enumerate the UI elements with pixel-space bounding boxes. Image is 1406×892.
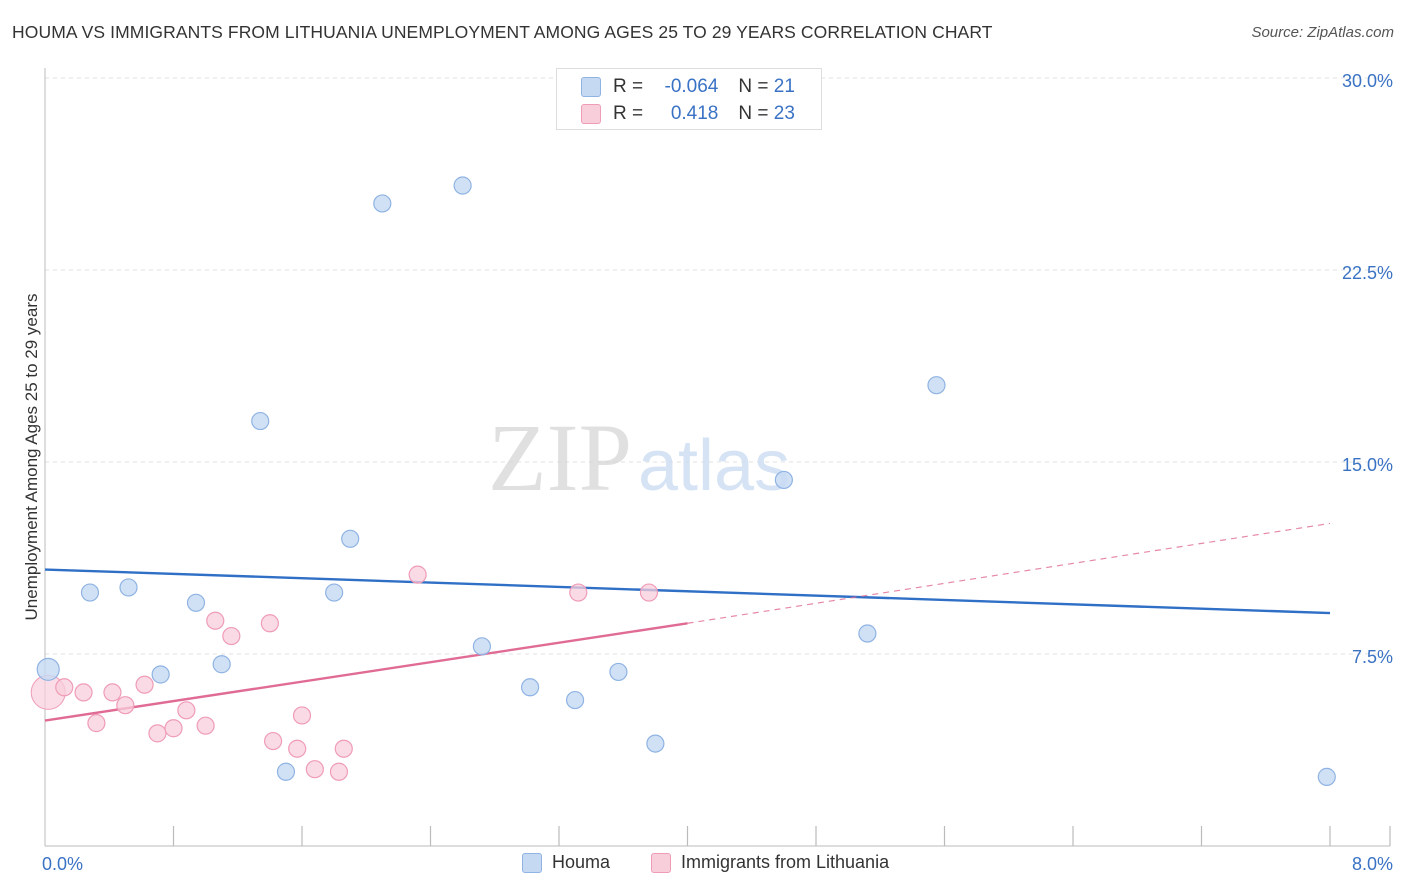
lithuania-point <box>329 762 349 781</box>
lithuania-r-value: 0.418 <box>670 103 719 124</box>
lithuania-point <box>87 714 106 733</box>
lithuania-n-value: 23 <box>773 103 795 124</box>
houma-point <box>609 662 628 682</box>
houma-point <box>858 624 877 643</box>
lithuania-point <box>196 716 215 735</box>
y-tick-label: 22.5% <box>1342 263 1393 283</box>
houma-point <box>119 578 138 597</box>
lithuania-point <box>263 731 283 751</box>
y-tick-label: 15.0% <box>1342 455 1393 475</box>
lithuania-point <box>164 719 183 738</box>
legend-label-lithuania: Immigrants from Lithuania <box>681 852 890 872</box>
y-tick-label: 30.0% <box>1342 71 1393 91</box>
y-tick-label: 7.5% <box>1352 647 1393 667</box>
lithuania-point <box>74 683 93 702</box>
lithuania-point <box>639 583 659 602</box>
lithuania-point <box>103 683 122 702</box>
lithuania-point <box>569 583 588 602</box>
watermark-zip: ZIP <box>488 404 632 511</box>
houma-swatch <box>581 77 601 97</box>
houma-point <box>276 762 296 781</box>
stats-text-lithuania: R = 0.418 N = 23 <box>613 103 795 124</box>
houma-point <box>186 593 206 612</box>
houma-point <box>1317 767 1336 786</box>
lithuania-point <box>408 565 427 584</box>
lithuania-swatch <box>581 104 601 124</box>
houma-point <box>151 665 170 684</box>
houma-point <box>453 176 472 195</box>
lithuania-point <box>288 739 307 758</box>
lithuania-point <box>292 706 312 725</box>
stats-text-houma: R = -0.064 N = 21 <box>613 76 795 97</box>
houma-point <box>520 678 540 697</box>
lithuania-point <box>334 739 353 758</box>
lithuania-point <box>260 614 279 633</box>
houma-point <box>212 655 231 674</box>
legend: Houma Immigrants from Lithuania <box>0 852 1406 878</box>
chart-title: HOUMA VS IMMIGRANTS FROM LITHUANIA UNEMP… <box>12 22 993 42</box>
lithuania-point <box>305 760 324 779</box>
lithuania-point <box>55 678 74 697</box>
houma-point <box>373 194 392 213</box>
houma-point <box>927 376 946 395</box>
lithuania-trend-line <box>44 622 688 722</box>
legend-swatch-houma <box>522 852 542 873</box>
watermark-atlas: atlas <box>638 426 790 506</box>
lithuania-point <box>222 626 241 646</box>
x-tick-label: 0.0% <box>42 854 83 874</box>
houma-point <box>646 734 665 753</box>
houma-point <box>565 690 585 710</box>
source-label: Source: ZipAtlas.com <box>1251 24 1394 41</box>
lithuania-point <box>177 701 196 720</box>
legend-label-houma: Houma <box>552 852 611 872</box>
legend-item-lithuania[interactable]: Immigrants from Lithuania <box>651 852 889 873</box>
houma-r-value: -0.064 <box>664 76 719 97</box>
stats-box: R = -0.064 N = 21 R = 0.418 N = 23 <box>556 68 822 130</box>
houma-point <box>774 470 793 490</box>
y-axis-label: Unemployment Among Ages 25 to 29 years <box>22 294 41 621</box>
houma-point <box>325 583 344 602</box>
legend-item-houma[interactable]: Houma <box>522 852 610 873</box>
lithuania-point <box>116 696 135 715</box>
houma-point <box>36 657 60 681</box>
lithuania-point <box>206 611 225 630</box>
houma-point <box>80 583 100 602</box>
lithuania-point <box>135 675 154 694</box>
houma-point <box>341 529 360 548</box>
houma-trend-line <box>44 568 1331 615</box>
houma-point <box>251 411 270 431</box>
houma-n-value: 21 <box>773 76 795 97</box>
lithuania-trend-extension <box>687 522 1331 624</box>
houma-point <box>472 637 491 656</box>
x-tick-label: 8.0% <box>1352 854 1393 874</box>
lithuania-point <box>148 724 167 743</box>
legend-swatch-lithuania <box>651 852 671 873</box>
